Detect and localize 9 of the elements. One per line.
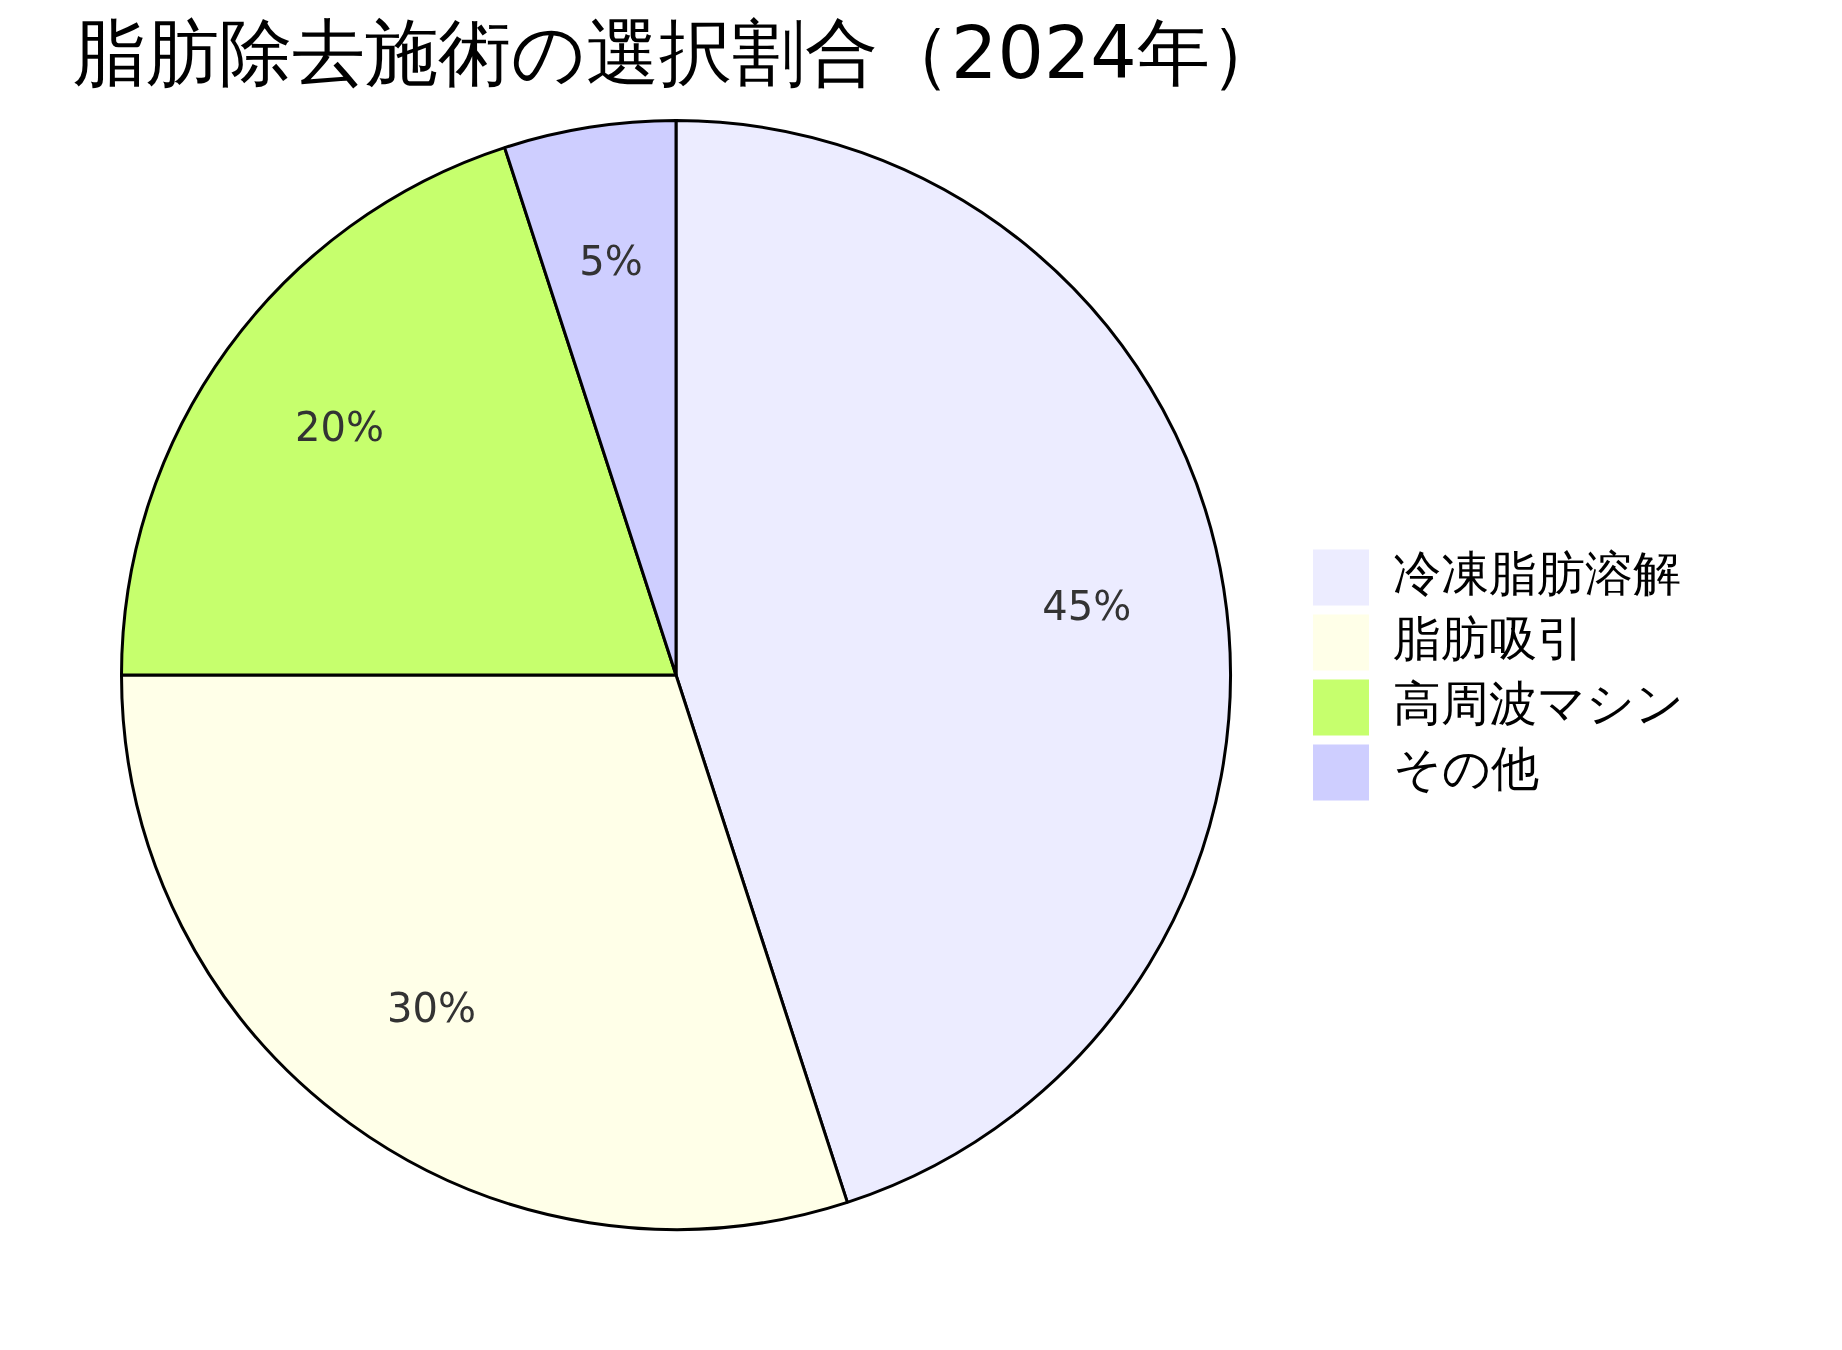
legend-label: その他 bbox=[1393, 739, 1539, 796]
legend-label: 高周波マシン bbox=[1393, 674, 1684, 731]
data-label: 45% bbox=[1042, 583, 1132, 630]
legend-label: 脂肪吸引 bbox=[1393, 609, 1585, 666]
data-label: 5% bbox=[579, 237, 643, 284]
legend-label: 冷凍脂肪溶解 bbox=[1393, 544, 1681, 601]
data-label: 30% bbox=[387, 984, 477, 1031]
data-label: 20% bbox=[295, 403, 384, 450]
chart-title: 脂肪除去施術の選択割合（2024年） bbox=[73, 10, 1283, 96]
